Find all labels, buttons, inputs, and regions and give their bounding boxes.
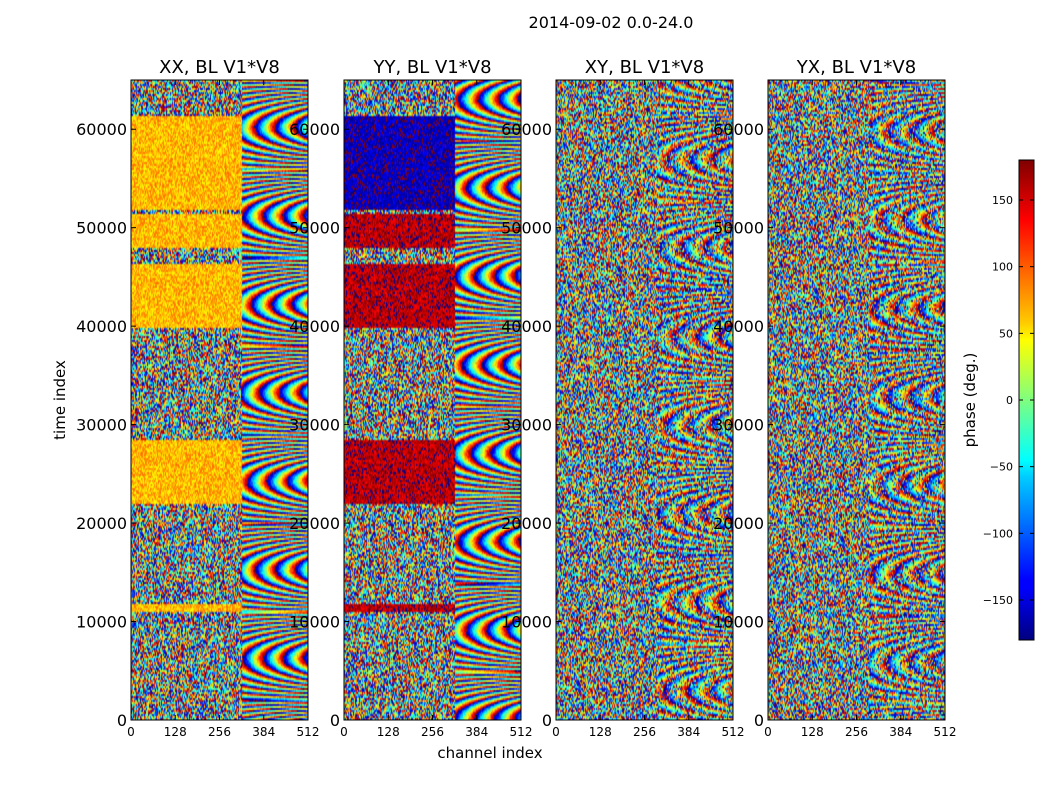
panel-heatmap (344, 80, 521, 720)
x-axis-label: channel index (437, 744, 542, 762)
panel-yx: YX, BL V1*V8 0 128 256 384 512 0 10000 20000 3000… (713, 57, 956, 739)
x-tick-label: 384 (889, 725, 912, 739)
x-tick-label: 0 (552, 725, 560, 739)
y-tick-label: 30000 (76, 416, 127, 435)
x-tick-label: 384 (252, 725, 275, 739)
panel-title: YY, BL V1*V8 (372, 57, 491, 78)
colorbar-tick-label: 150 (992, 194, 1013, 207)
x-tick-label: 256 (845, 725, 868, 739)
y-tick-label: 30000 (289, 416, 340, 435)
panel-heatmap (768, 80, 945, 720)
y-tick-label: 60000 (289, 120, 340, 139)
panel-heatmap (556, 80, 733, 720)
colorbar-label: phase (deg.) (961, 353, 979, 448)
x-tick-label: 512 (510, 725, 533, 739)
y-axis-label: time index (51, 360, 69, 440)
panel-heatmap (131, 80, 308, 720)
x-tick-label: 128 (801, 725, 824, 739)
panel-title: YX, BL V1*V8 (796, 57, 916, 78)
x-tick-label: 128 (377, 725, 400, 739)
y-tick-label: 0 (754, 711, 764, 730)
panel-xx: XX, BL V1*V8 0 128 256 384 512 0 10000 20000 3000… (76, 57, 319, 739)
y-tick-label: 50000 (289, 219, 340, 238)
colorbar-ticks: 150 100 50 0 −50 −100 −150 (983, 194, 1034, 607)
y-tick-label: 20000 (713, 514, 764, 533)
y-tick-label: 0 (330, 711, 340, 730)
y-tick-label: 0 (117, 711, 127, 730)
x-tick-label: 0 (340, 725, 348, 739)
y-tick-label: 40000 (289, 317, 340, 336)
y-tick-label: 10000 (76, 613, 127, 632)
x-tick-label: 256 (421, 725, 444, 739)
x-tick-label: 128 (589, 725, 612, 739)
panel-title: XY, BL V1*V8 (585, 57, 704, 78)
y-tick-label: 30000 (501, 416, 552, 435)
y-tick-label: 40000 (76, 317, 127, 336)
panels: XX, BL V1*V8 0 128 256 384 512 0 10000 20000 3000… (76, 57, 956, 739)
x-tick-label: 512 (934, 725, 957, 739)
x-tick-label: 256 (633, 725, 656, 739)
panel-yy: YY, BL V1*V8 0 128 256 384 512 0 10000 20000 3000… (289, 57, 532, 739)
panel-xy: XY, BL V1*V8 0 128 256 384 512 0 10000 20000 3000… (501, 57, 744, 739)
y-tick-label: 20000 (289, 514, 340, 533)
y-tick-label: 10000 (713, 613, 764, 632)
colorbar-tick-label: 50 (999, 327, 1013, 340)
x-tick-label: 384 (465, 725, 488, 739)
colorbar-tick-label: −50 (990, 461, 1013, 474)
y-tick-label: 20000 (501, 514, 552, 533)
y-tick-label: 0 (542, 711, 552, 730)
y-tick-label: 50000 (501, 219, 552, 238)
x-tick-label: 0 (127, 725, 135, 739)
x-tick-label: 512 (297, 725, 320, 739)
colorbar-tick-label: 0 (1006, 394, 1013, 407)
x-tick-label: 0 (764, 725, 772, 739)
y-tick-label: 40000 (713, 317, 764, 336)
colorbar-tick-label: −100 (983, 527, 1013, 540)
y-tick-label: 60000 (501, 120, 552, 139)
colorbar: 150 100 50 0 −50 −100 −150 phase (deg.) (961, 159, 1035, 641)
panel-title: XX, BL V1*V8 (159, 57, 280, 78)
figure-suptitle: 2014-09-02 0.0-24.0 (529, 13, 694, 32)
y-tick-label: 60000 (713, 120, 764, 139)
y-tick-label: 20000 (76, 514, 127, 533)
x-tick-label: 256 (208, 725, 231, 739)
colorbar-tick-label: −150 (983, 594, 1013, 607)
y-tick-label: 50000 (76, 219, 127, 238)
y-tick-label: 50000 (713, 219, 764, 238)
colorbar-tick-label: 100 (992, 261, 1013, 274)
x-tick-label: 384 (677, 725, 700, 739)
y-tick-label: 30000 (713, 416, 764, 435)
y-tick-label: 10000 (501, 613, 552, 632)
y-tick-label: 60000 (76, 120, 127, 139)
x-tick-label: 512 (722, 725, 745, 739)
y-tick-label: 10000 (289, 613, 340, 632)
x-tick-label: 128 (164, 725, 187, 739)
y-tick-label: 40000 (501, 317, 552, 336)
